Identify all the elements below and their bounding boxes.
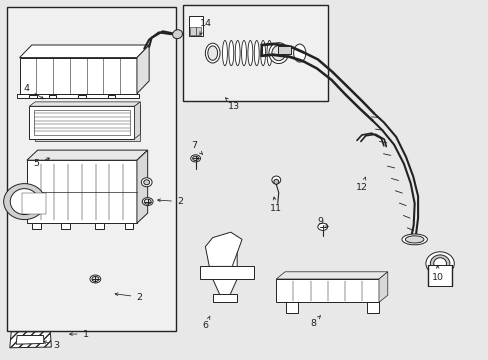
Bar <box>107 95 115 98</box>
Bar <box>276 279 378 302</box>
Bar <box>190 27 195 35</box>
Polygon shape <box>27 160 137 223</box>
Polygon shape <box>137 45 149 94</box>
Ellipse shape <box>143 180 149 185</box>
Polygon shape <box>20 45 149 58</box>
Ellipse shape <box>247 40 252 66</box>
Ellipse shape <box>425 252 453 275</box>
Bar <box>95 223 104 229</box>
Ellipse shape <box>317 223 327 230</box>
Polygon shape <box>137 150 147 223</box>
Text: 6: 6 <box>202 316 209 330</box>
Ellipse shape <box>273 179 278 184</box>
Ellipse shape <box>433 258 446 269</box>
Ellipse shape <box>205 43 220 63</box>
Text: 12: 12 <box>355 177 367 192</box>
Ellipse shape <box>241 40 246 66</box>
Polygon shape <box>200 266 254 279</box>
Ellipse shape <box>222 40 227 66</box>
Ellipse shape <box>260 40 265 66</box>
Text: 13: 13 <box>225 98 239 111</box>
Bar <box>124 223 133 229</box>
Ellipse shape <box>254 40 259 66</box>
Ellipse shape <box>429 255 449 272</box>
Polygon shape <box>20 58 137 94</box>
Ellipse shape <box>190 155 200 162</box>
Bar <box>7 7 176 331</box>
Ellipse shape <box>293 44 305 62</box>
Polygon shape <box>35 105 140 141</box>
Polygon shape <box>29 102 140 106</box>
Bar <box>366 302 378 313</box>
Text: 10: 10 <box>431 265 443 282</box>
Polygon shape <box>134 102 140 139</box>
Bar <box>189 16 203 36</box>
Ellipse shape <box>141 178 152 187</box>
Polygon shape <box>276 272 387 279</box>
Ellipse shape <box>271 176 280 184</box>
Bar <box>277 46 291 54</box>
Text: 3: 3 <box>43 341 59 350</box>
Polygon shape <box>27 150 147 160</box>
Ellipse shape <box>401 234 427 245</box>
Polygon shape <box>205 232 242 266</box>
Ellipse shape <box>228 40 233 66</box>
Ellipse shape <box>90 275 101 283</box>
Ellipse shape <box>92 276 99 282</box>
Ellipse shape <box>405 236 423 243</box>
Bar <box>285 302 298 313</box>
Ellipse shape <box>10 189 39 215</box>
Text: 8: 8 <box>309 315 320 328</box>
Ellipse shape <box>207 46 217 60</box>
Bar <box>32 223 41 229</box>
Polygon shape <box>10 332 51 348</box>
Polygon shape <box>378 272 387 302</box>
Text: 7: 7 <box>191 141 202 154</box>
Text: 5: 5 <box>34 158 49 168</box>
Bar <box>29 95 37 98</box>
Polygon shape <box>17 94 139 98</box>
Text: 4: 4 <box>24 84 43 99</box>
Polygon shape <box>212 247 237 295</box>
Polygon shape <box>22 193 46 214</box>
Ellipse shape <box>144 199 151 204</box>
Bar <box>78 95 85 98</box>
Polygon shape <box>16 336 44 344</box>
Bar <box>183 5 327 101</box>
Ellipse shape <box>271 46 285 60</box>
Ellipse shape <box>268 43 288 63</box>
Ellipse shape <box>4 184 45 220</box>
Bar <box>61 223 70 229</box>
Bar <box>49 95 56 98</box>
Bar <box>427 265 451 286</box>
Bar <box>29 106 134 139</box>
Ellipse shape <box>142 198 153 206</box>
Text: 14: 14 <box>200 19 212 35</box>
Text: 1: 1 <box>69 330 88 338</box>
Ellipse shape <box>172 30 182 39</box>
Text: 11: 11 <box>270 197 282 213</box>
Polygon shape <box>212 294 237 302</box>
Text: 2: 2 <box>157 197 183 206</box>
Ellipse shape <box>235 40 240 66</box>
Text: 2: 2 <box>115 292 142 302</box>
Bar <box>196 27 201 35</box>
Ellipse shape <box>266 40 271 66</box>
Bar <box>34 110 129 135</box>
Ellipse shape <box>192 156 198 161</box>
Text: 9: 9 <box>317 217 328 227</box>
